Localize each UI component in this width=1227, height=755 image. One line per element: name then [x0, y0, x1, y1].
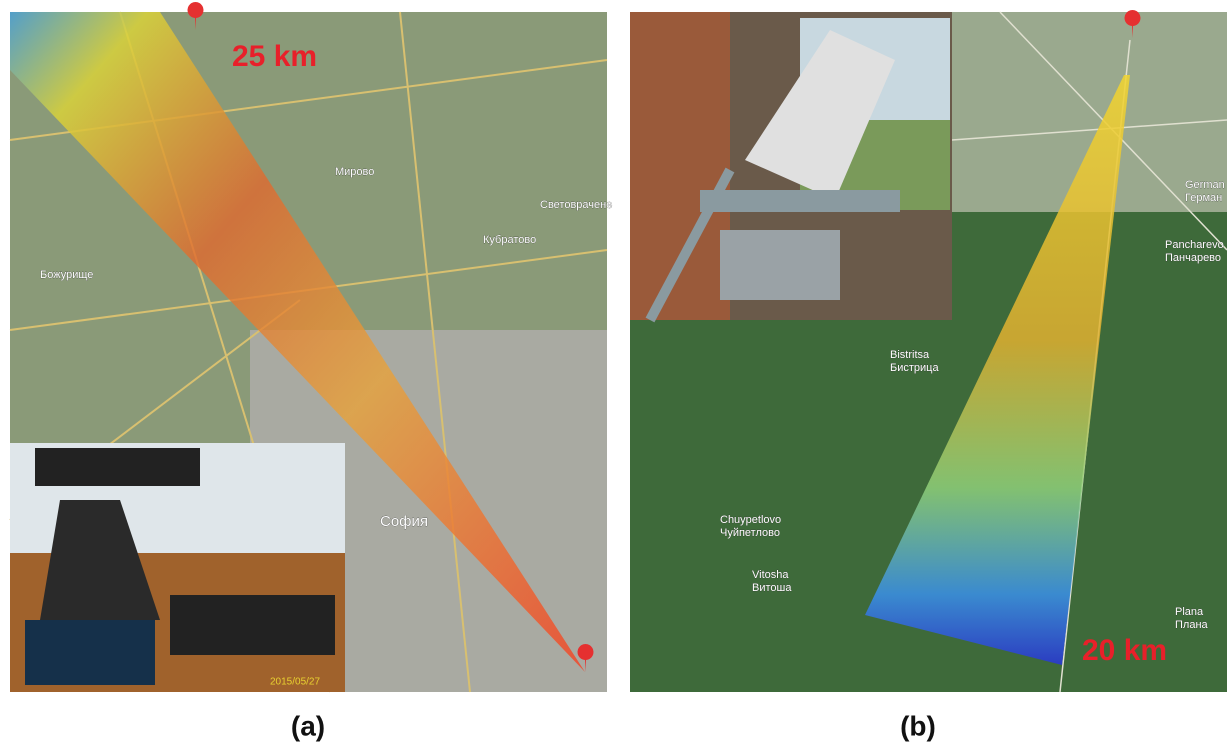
- panel-caption: (a): [291, 710, 325, 741]
- place-label: Панчарево: [1165, 252, 1221, 264]
- place-label: Божурище: [40, 269, 93, 281]
- photo-inset: [630, 12, 952, 320]
- place-label: Pancharevo: [1165, 239, 1224, 251]
- place-label: German: [1185, 179, 1225, 191]
- photo-inset: 2015/05/27: [10, 443, 345, 692]
- place-label: Герман: [1185, 192, 1222, 204]
- place-label: Кубратово: [483, 234, 536, 246]
- place-label: Chuypetlovo: [720, 514, 781, 526]
- place-label: Световрачене: [540, 199, 612, 211]
- map-panel-a: 25 km София Мирово Кубратово Божурище Св…: [10, 2, 612, 692]
- distance-label: 20 km: [1082, 634, 1167, 667]
- place-label: Плана: [1175, 619, 1209, 631]
- place-label: Бистрица: [890, 362, 939, 374]
- panel-caption: (b): [900, 710, 936, 741]
- place-label: Bistritsa: [890, 349, 930, 361]
- place-label: Plana: [1175, 606, 1204, 618]
- figure: 25 km София Мирово Кубратово Божурище Св…: [0, 0, 1227, 750]
- place-label: Vitosha: [752, 569, 789, 581]
- map-panel-b: 20 km Chuypetlovo Чуйпетлово Vitosha Вит…: [630, 10, 1227, 692]
- place-label: Чуйпетлово: [720, 527, 780, 539]
- photo-date: 2015/05/27: [270, 677, 320, 688]
- place-label: София: [380, 513, 428, 530]
- place-label: Витоша: [752, 582, 792, 594]
- distance-label: 25 km: [232, 40, 317, 73]
- place-label: Мирово: [335, 166, 374, 178]
